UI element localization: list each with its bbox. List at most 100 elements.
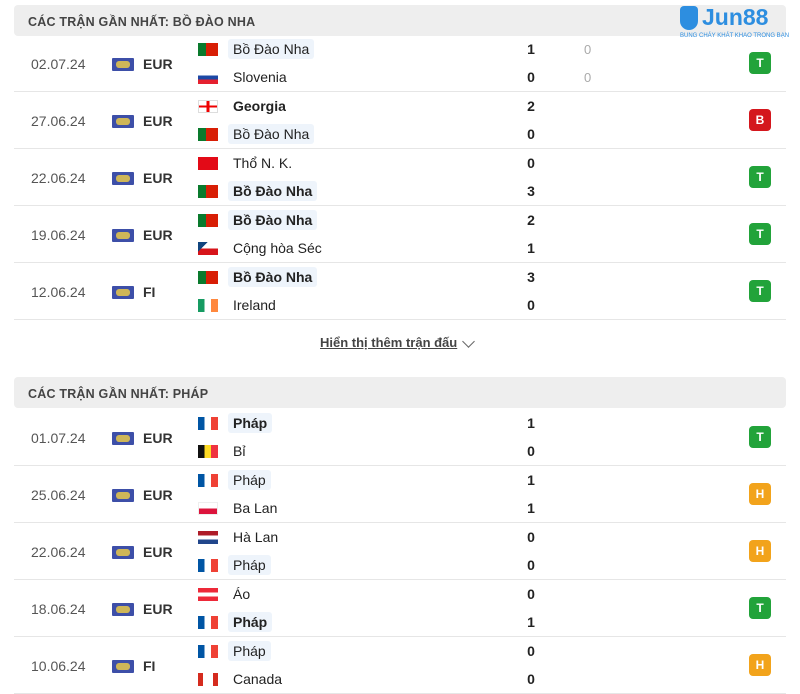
team-home: Áo — [198, 583, 255, 605]
team-name: Ba Lan — [233, 500, 278, 516]
team-home: Bồ Đào Nha — [198, 266, 318, 288]
team-name: Pháp — [228, 413, 273, 433]
flag-fr-icon — [198, 558, 218, 572]
result-badge: T — [749, 597, 771, 619]
team-name: Georgia — [233, 98, 286, 114]
team-name: Slovenia — [233, 69, 287, 85]
away-score: 0 — [527, 443, 535, 459]
flag-pt-icon — [198, 42, 218, 56]
competition-name: EUR — [143, 430, 173, 446]
team-name: Thổ N. K. — [233, 155, 293, 171]
competition-name: EUR — [143, 544, 173, 560]
team-name: Canada — [233, 671, 283, 687]
match-date: 22.06.24 — [31, 170, 86, 186]
flag-fr-icon — [198, 644, 218, 658]
team-away: Canada — [198, 668, 287, 690]
team-home: Thổ N. K. — [198, 152, 297, 174]
team-home: Bồ Đào Nha — [198, 209, 318, 231]
show-more-link[interactable]: Hiển thị thêm trận đấu — [320, 335, 458, 350]
competition-name: EUR — [143, 113, 173, 129]
result-badge: H — [749, 483, 771, 505]
competition-name: FI — [143, 658, 156, 674]
team-away: Ba Lan — [198, 497, 282, 519]
result-badge: T — [749, 52, 771, 74]
team-away: Ireland — [198, 294, 281, 316]
match-row[interactable]: 18.06.24 EUR Áo Pháp 0 1 T — [14, 580, 786, 637]
home-score: 2 — [527, 98, 535, 114]
match-row[interactable]: 19.06.24 EUR Bồ Đào Nha Cộng hòa Séc 2 1 … — [14, 206, 786, 263]
flag-pt-icon — [198, 184, 218, 198]
match-row[interactable]: 01.07.24 EUR Pháp Bỉ 1 0 T — [14, 409, 786, 466]
match-row[interactable]: 27.06.24 EUR Georgia Bồ Đào Nha 2 0 B — [14, 92, 786, 149]
result-badge: H — [749, 654, 771, 676]
team-name: Cộng hòa Séc — [233, 240, 322, 256]
section-header-france: CÁC TRẬN GẦN NHẤT: PHÁP — [14, 377, 786, 408]
match-row[interactable]: 12.06.24 FI Bồ Đào Nha Ireland 3 0 T — [14, 263, 786, 320]
match-row[interactable]: 22.06.24 EUR Hà Lan Pháp 0 0 H — [14, 523, 786, 580]
match-date: 19.06.24 — [31, 227, 86, 243]
team-away: Pháp — [198, 554, 271, 576]
competition-name: FI — [143, 284, 156, 300]
competition-icon — [112, 546, 134, 559]
team-away: Pháp — [198, 611, 273, 633]
flag-cz-icon — [198, 241, 218, 255]
flag-fr-icon — [198, 416, 218, 430]
team-name: Áo — [233, 586, 251, 602]
match-date: 27.06.24 — [31, 113, 86, 129]
team-away: Bồ Đào Nha — [198, 180, 318, 202]
match-row[interactable]: 25.06.24 EUR Pháp Ba Lan 1 1 H — [14, 466, 786, 523]
result-badge: T — [749, 280, 771, 302]
match-row[interactable]: 10.06.24 FI Pháp Canada 0 0 H — [14, 637, 786, 694]
team-name: Bỉ — [233, 443, 246, 459]
competition-icon — [112, 660, 134, 673]
chevron-down-icon[interactable] — [462, 335, 475, 348]
team-name: Hà Lan — [233, 529, 279, 545]
team-away: Cộng hòa Séc — [198, 237, 327, 259]
flag-fr-icon — [198, 473, 218, 487]
team-name: Bồ Đào Nha — [228, 210, 318, 230]
team-home: Hà Lan — [198, 526, 283, 548]
team-name: Bồ Đào Nha — [228, 39, 315, 59]
competition-icon — [112, 489, 134, 502]
match-row[interactable]: 02.07.24 EUR Bồ Đào Nha Slovenia 1 0 0 0 T — [14, 35, 786, 92]
flag-at-icon — [198, 587, 218, 601]
match-row[interactable]: 22.06.24 EUR Thổ N. K. Bồ Đào Nha 0 3 T — [14, 149, 786, 206]
away-score: 0 — [527, 297, 535, 313]
away-score: 0 — [527, 557, 535, 573]
team-home: Georgia — [198, 95, 291, 117]
team-home: Pháp — [198, 412, 273, 434]
away-score: 1 — [527, 240, 535, 256]
match-date: 25.06.24 — [31, 487, 86, 503]
competition-name: EUR — [143, 601, 173, 617]
team-name: Pháp — [228, 470, 271, 490]
team-name: Bồ Đào Nha — [228, 124, 315, 144]
away-score: 0 — [527, 69, 535, 85]
flag-nl-icon — [198, 530, 218, 544]
match-date: 12.06.24 — [31, 284, 86, 300]
competition-icon — [112, 115, 134, 128]
home-score: 3 — [527, 269, 535, 285]
home-halftime-score: 0 — [584, 42, 592, 57]
team-home: Bồ Đào Nha — [198, 38, 315, 60]
home-score: 1 — [527, 472, 535, 488]
logo-tagline: BUNG CHÁY KHÁT KHAO TRONG BẠN — [680, 33, 790, 39]
home-score: 1 — [527, 41, 535, 57]
home-score: 0 — [527, 643, 535, 659]
team-name: Bồ Đào Nha — [228, 267, 318, 287]
home-score: 0 — [527, 529, 535, 545]
away-score: 0 — [527, 671, 535, 687]
competition-icon — [112, 432, 134, 445]
team-home: Pháp — [198, 469, 271, 491]
home-score: 0 — [527, 155, 535, 171]
jun88-logo: Jun88 BUNG CHÁY KHÁT KHAO TRONG BẠN — [680, 4, 795, 39]
result-badge: T — [749, 426, 771, 448]
match-date: 22.06.24 — [31, 544, 86, 560]
flag-fr-icon — [198, 615, 218, 629]
competition-name: EUR — [143, 56, 173, 72]
logo-icon — [680, 6, 698, 30]
home-score: 1 — [527, 415, 535, 431]
competition-name: EUR — [143, 487, 173, 503]
team-away: Bỉ — [198, 440, 250, 462]
logo-text: Jun88 — [702, 4, 769, 30]
team-name: Bồ Đào Nha — [228, 181, 318, 201]
